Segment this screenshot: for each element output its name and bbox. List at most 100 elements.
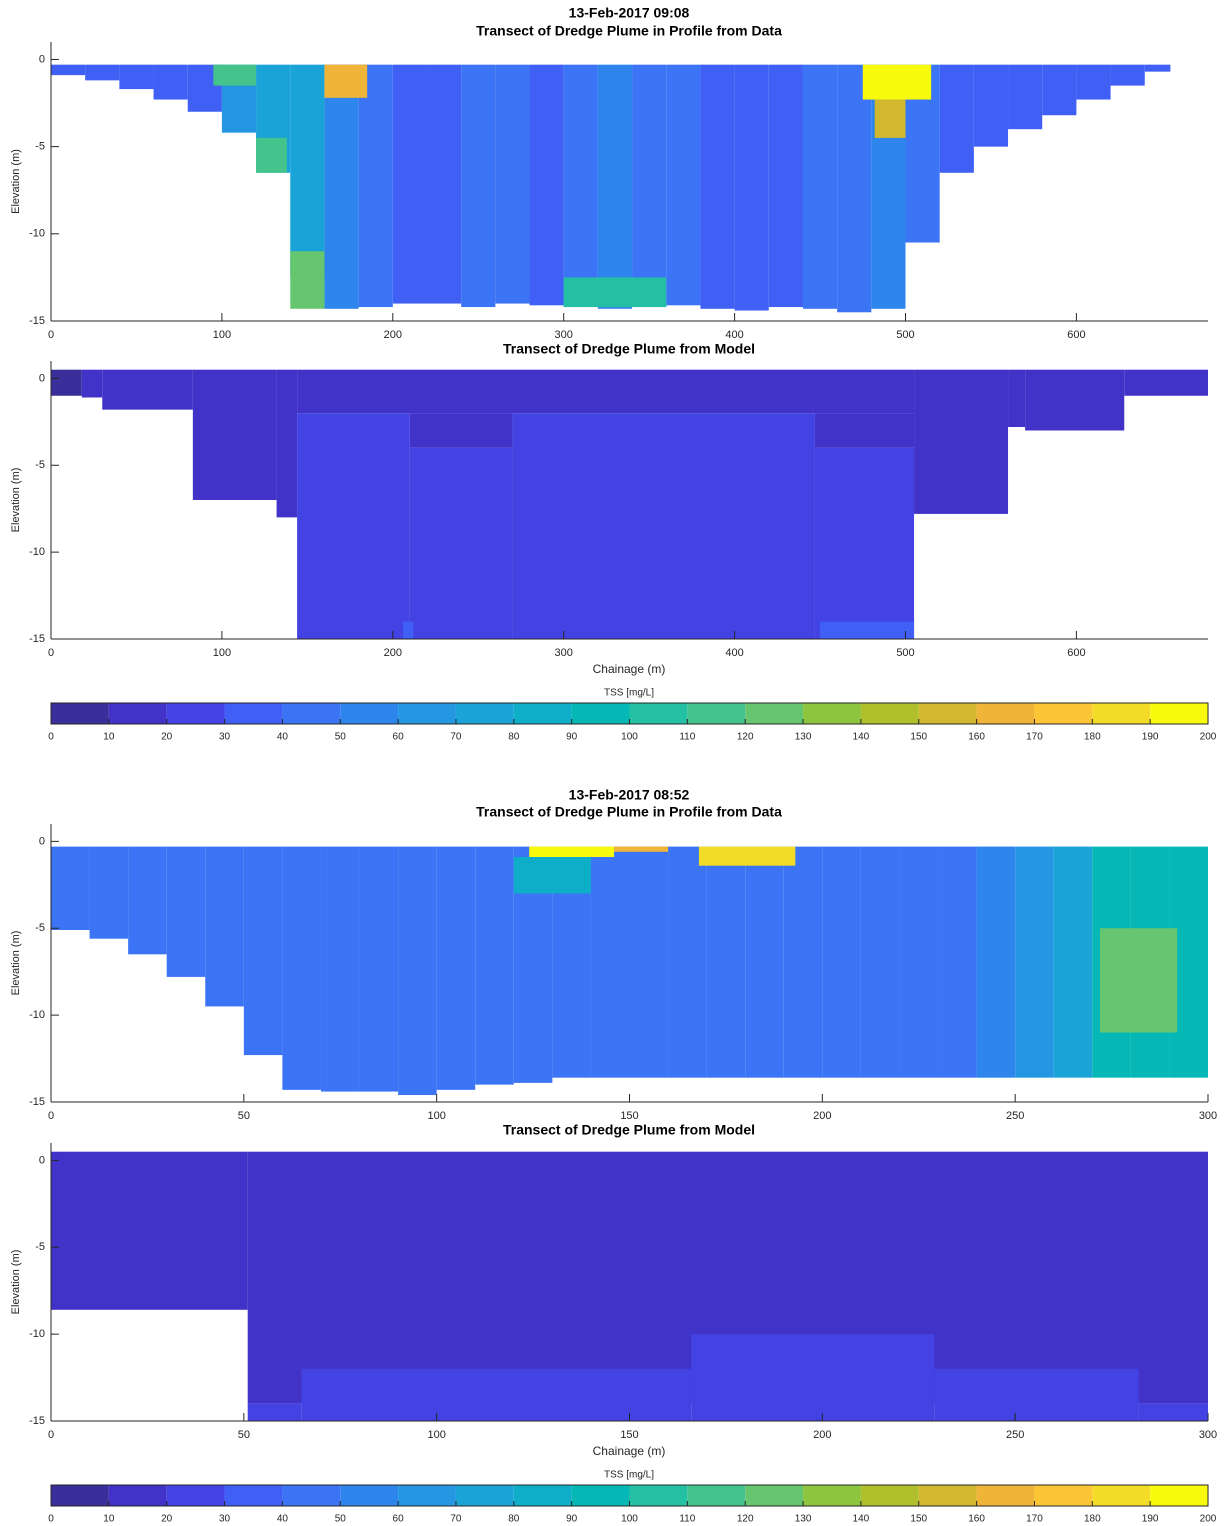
colorbar-segment (224, 703, 283, 724)
heat-cell (51, 846, 90, 930)
heat-cell (668, 846, 707, 1078)
y-tick-label: -10 (29, 228, 45, 240)
colorbar-tick-label: 60 (393, 1514, 405, 1525)
x-tick-label: 300 (555, 329, 573, 341)
heat-cell (51, 1151, 248, 1310)
heat-cell (814, 447, 915, 639)
y-tick-label: 0 (39, 835, 45, 847)
heat-cell (324, 64, 359, 309)
heat-cell (590, 846, 630, 1078)
y-tick-label: -5 (35, 922, 45, 934)
x-tick-label: 0 (48, 647, 54, 659)
x-tick-label: 600 (1067, 647, 1085, 659)
colorbar-segment (108, 703, 167, 724)
heat-cell (529, 64, 564, 306)
heat-cell (1138, 1403, 1208, 1421)
y-tick-label: -15 (29, 1096, 45, 1108)
x-tick-label: 200 (813, 1429, 831, 1441)
heat-cell (403, 621, 414, 639)
colorbar-label: TSS [mg/L] (604, 1470, 654, 1481)
x-tick-label: 600 (1067, 329, 1085, 341)
heat-cell (512, 413, 815, 639)
heat-cell (976, 846, 1016, 1078)
colorbar-tick-label: 40 (277, 732, 289, 743)
colorbar-tick-label: 180 (1084, 1514, 1101, 1525)
y-tick-label: -5 (35, 141, 45, 153)
heat-cell (691, 1334, 935, 1421)
colorbar-segment (918, 1485, 977, 1506)
x-tick-label: 0 (48, 1110, 54, 1122)
x-tick-label: 50 (238, 1429, 250, 1441)
heat-cell (85, 64, 120, 81)
heat-cell (495, 64, 530, 304)
chart-subtitle: Transect of Dredge Plume in Profile from… (476, 23, 782, 39)
heat-cell (706, 846, 746, 1078)
x-tick-label: 200 (813, 1110, 831, 1122)
colorbar-segment (166, 1485, 225, 1506)
colorbar-segment (455, 1485, 514, 1506)
chart-title: Transect of Dredge Plume from Model (503, 1122, 755, 1138)
colorbar-segment (282, 1485, 341, 1506)
x-tick-label: 100 (213, 329, 231, 341)
chart-title: 13-Feb-2017 08:52 (569, 787, 690, 803)
colorbar-segment (976, 1485, 1035, 1506)
heat-cell (426, 64, 462, 304)
colorbar-segment (1034, 703, 1093, 724)
x-tick-label: 200 (384, 647, 402, 659)
heat-cell (939, 64, 974, 173)
x-tick-label: 400 (725, 329, 743, 341)
heat-cell (899, 846, 939, 1078)
colorbar-tick-label: 10 (103, 1514, 115, 1525)
heat-cell (81, 369, 103, 398)
x-tick-label: 250 (1006, 1429, 1024, 1441)
colorbar-segment (803, 703, 861, 724)
heat-cell (297, 413, 410, 639)
colorbar-tick-label: 190 (1142, 1514, 1159, 1525)
heat-cell (837, 64, 872, 313)
colorbar-tick-label: 200 (1200, 732, 1217, 743)
colorbar-tick-label: 100 (621, 732, 638, 743)
colorbar-segment (513, 703, 572, 724)
heat-cell (359, 846, 399, 1092)
chart-subtitle: Transect of Dredge Plume in Profile from… (476, 804, 782, 820)
heat-cell (409, 447, 513, 639)
colorbar-tick-label: 120 (737, 1514, 754, 1525)
colorbar-tick-label: 80 (508, 732, 520, 743)
heat-cell (290, 64, 325, 278)
heat-cell (1144, 64, 1171, 72)
heat-cell (914, 369, 1009, 514)
heat-cell (320, 846, 360, 1092)
heat-cell (1124, 369, 1208, 396)
colorbar-segment (860, 703, 919, 724)
colorbar-segment (340, 1485, 399, 1506)
heat-cell (276, 369, 298, 518)
colorbar-tick-label: 110 (679, 1514, 695, 1525)
heat-cell (1008, 64, 1043, 130)
heat-cell (461, 64, 496, 308)
colorbar-tick-label: 90 (566, 1514, 578, 1525)
heat-cell (128, 846, 167, 955)
x-tick-label: 500 (896, 329, 914, 341)
heat-cell (597, 64, 633, 309)
heat-cell (802, 64, 838, 309)
heat-cell (513, 857, 591, 894)
y-tick-label: -10 (29, 1328, 45, 1340)
colorbar-tick-label: 0 (48, 732, 54, 743)
colorbar-segment (860, 1485, 919, 1506)
heat-cell (666, 64, 701, 306)
heat-cell (563, 277, 667, 308)
x-tick-label: 100 (427, 1110, 445, 1122)
heat-cell (1025, 369, 1125, 431)
heat-cell (938, 846, 977, 1078)
colorbar-tick-label: 150 (910, 1514, 927, 1525)
colorbar-tick-label: 40 (277, 1514, 289, 1525)
heat-cell (301, 1368, 692, 1421)
y-tick-label: -10 (29, 1009, 45, 1021)
heat-cell (745, 846, 784, 1078)
heat-cell (282, 846, 321, 1090)
colorbar-segment (803, 1485, 861, 1506)
x-tick-label: 200 (384, 329, 402, 341)
heat-cell (1053, 846, 1093, 1078)
heat-cell (475, 846, 514, 1085)
